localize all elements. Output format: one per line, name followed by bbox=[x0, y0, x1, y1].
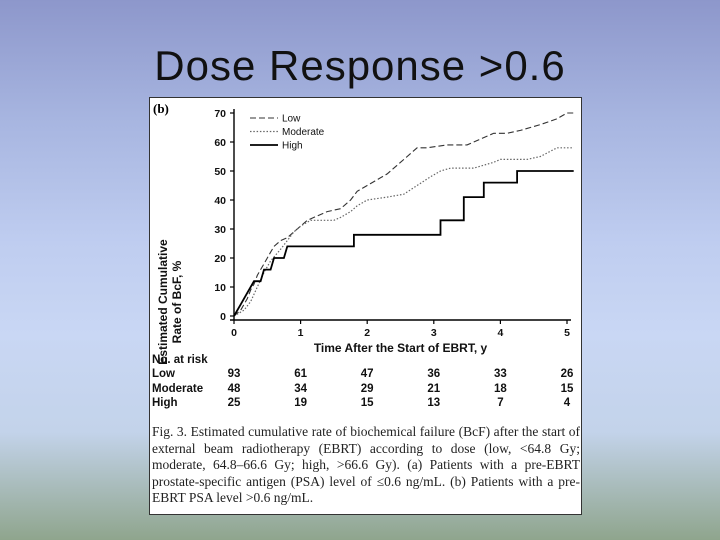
risk-table-title: No. at risk bbox=[152, 354, 208, 366]
x-tick-label: 2 bbox=[364, 327, 370, 339]
risk-table-row: Low 93 61 47 36 33 26 bbox=[152, 368, 580, 382]
risk-row-label: Low bbox=[152, 368, 175, 380]
series-line-low bbox=[233, 112, 574, 317]
y-tick-label: 30 bbox=[214, 224, 226, 236]
y-tick-label: 50 bbox=[214, 166, 226, 178]
x-axis-label: Time After the Start of EBRT, y bbox=[313, 341, 488, 355]
risk-count: 21 bbox=[427, 382, 441, 395]
y-tick-label: 60 bbox=[214, 137, 226, 149]
y-tick-label: 70 bbox=[214, 108, 226, 120]
legend-label-low: Low bbox=[282, 114, 301, 125]
slide-title: Dose Response >0.6 bbox=[154, 42, 566, 89]
risk-count: 33 bbox=[493, 368, 507, 380]
y-tick-label: 0 bbox=[220, 311, 226, 323]
risk-table-row: High 25 19 15 13 7 4 bbox=[152, 397, 580, 411]
risk-count: 36 bbox=[427, 368, 441, 380]
series-line-high bbox=[233, 170, 574, 317]
figure-caption: Fig. 3. Estimated cumulative rate of bio… bbox=[152, 424, 580, 505]
y-tick-label: 40 bbox=[214, 195, 226, 207]
y-tick-label: 20 bbox=[214, 253, 226, 265]
km-chart: 0 10 20 30 40 50 60 70 0 1 2 3 4 5 Low Moderate High bbox=[214, 108, 574, 339]
y-tick-label: 10 bbox=[214, 282, 226, 294]
x-tick-label: 4 bbox=[497, 327, 503, 339]
risk-count: 61 bbox=[294, 368, 307, 380]
risk-row-label: Moderate bbox=[152, 382, 204, 395]
risk-count: 25 bbox=[227, 397, 241, 409]
x-tick-label: 1 bbox=[298, 327, 304, 339]
x-tick-label: 3 bbox=[431, 327, 437, 339]
risk-count: 7 bbox=[497, 397, 504, 409]
risk-count: 29 bbox=[360, 382, 374, 395]
legend-label-high: High bbox=[282, 141, 303, 152]
figure-panel: (b) 0 10 20 30 40 50 60 70 0 1 2 3 4 5 Low Moderate High… bbox=[149, 97, 582, 515]
risk-count: 4 bbox=[563, 397, 571, 409]
x-tick-label: 0 bbox=[231, 327, 237, 339]
legend-label-moderate: Moderate bbox=[282, 127, 325, 138]
risk-count: 48 bbox=[227, 382, 241, 395]
risk-count: 19 bbox=[294, 397, 307, 409]
risk-row-label: High bbox=[152, 397, 178, 409]
x-tick-label: 5 bbox=[564, 327, 570, 339]
risk-count: 34 bbox=[294, 382, 307, 395]
risk-count: 15 bbox=[560, 382, 574, 395]
risk-count: 47 bbox=[360, 368, 374, 380]
risk-count: 18 bbox=[493, 382, 507, 395]
risk-table-row: Moderate 48 34 29 21 18 15 bbox=[152, 383, 580, 397]
series-line-moderate bbox=[233, 147, 574, 317]
risk-count: 26 bbox=[560, 368, 574, 380]
risk-count: 15 bbox=[360, 397, 374, 409]
risk-count: 13 bbox=[427, 397, 441, 409]
panel-label: (b) bbox=[153, 101, 169, 116]
risk-count: 93 bbox=[227, 368, 241, 380]
